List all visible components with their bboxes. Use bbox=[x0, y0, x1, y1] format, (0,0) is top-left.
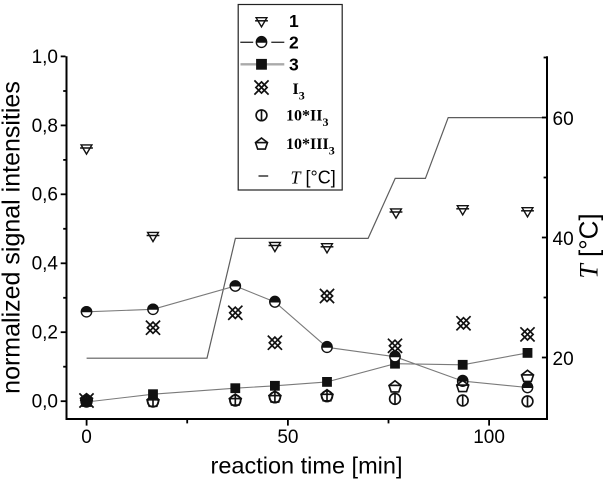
svg-text:0,0: 0,0 bbox=[32, 392, 58, 413]
svg-text:0: 0 bbox=[81, 427, 92, 448]
svg-text:0,2: 0,2 bbox=[32, 323, 58, 344]
svg-text:0,6: 0,6 bbox=[32, 185, 58, 206]
svg-text:3: 3 bbox=[289, 55, 299, 75]
svg-text:1: 1 bbox=[289, 11, 299, 31]
svg-text:0,4: 0,4 bbox=[32, 254, 59, 275]
svg-text:100: 100 bbox=[473, 427, 505, 448]
svg-text:reaction time [min]: reaction time [min] bbox=[211, 453, 403, 479]
svg-text:40: 40 bbox=[553, 229, 574, 250]
svg-text:1,0: 1,0 bbox=[32, 47, 58, 68]
svg-text:0,8: 0,8 bbox=[32, 116, 58, 137]
svg-text:normalized signal intensities: normalized signal intensities bbox=[0, 81, 26, 394]
svg-text:60: 60 bbox=[553, 109, 574, 130]
svg-text:2: 2 bbox=[289, 33, 299, 53]
svg-text:10*III3: 10*III3 bbox=[286, 136, 335, 158]
svg-text:10*II3: 10*II3 bbox=[286, 108, 328, 130]
svg-text:50: 50 bbox=[277, 427, 298, 448]
svg-text:T [°C]: T [°C] bbox=[574, 213, 604, 278]
svg-text:20: 20 bbox=[553, 349, 574, 370]
svg-text:T [°C]: T [°C] bbox=[291, 168, 336, 188]
